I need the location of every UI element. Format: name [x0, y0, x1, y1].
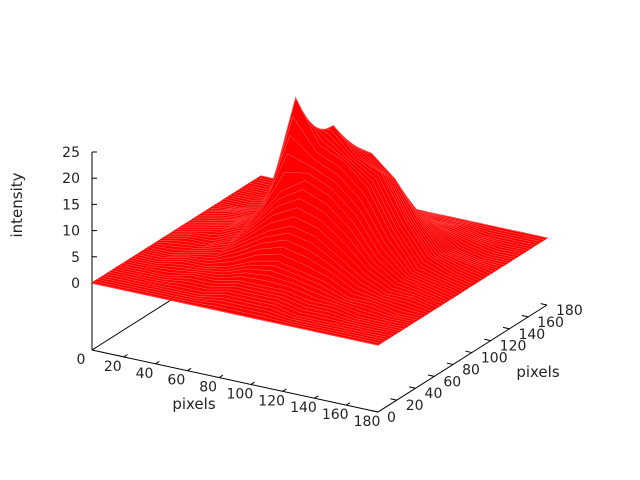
surface-mesh-line — [156, 198, 443, 305]
x-tick — [218, 374, 224, 378]
surface-mesh-line — [94, 281, 381, 344]
y-tick — [540, 303, 548, 306]
surface-mesh-line — [153, 207, 441, 306]
y-tick — [465, 350, 472, 354]
surface-mesh-line — [182, 113, 469, 289]
y-tick-label: 0 — [387, 410, 396, 426]
surface-mesh-line — [128, 259, 415, 322]
y-tick-label: 160 — [537, 315, 564, 331]
y-axis-line — [377, 304, 548, 413]
y-tick — [502, 326, 510, 330]
x-tick-label: 160 — [322, 407, 349, 423]
surface-mesh-line — [106, 273, 393, 337]
tick-labels: 0 20 40 60 80 100 120 140 160 180 0204060801001201… — [62, 145, 583, 430]
y-tick — [427, 374, 435, 377]
z-tick-label: 5 — [71, 250, 80, 266]
surface-mesh-line — [145, 232, 432, 312]
surface-mesh-line — [170, 134, 457, 296]
x-tick-label: 60 — [167, 373, 185, 389]
surface-mesh-line — [184, 120, 471, 287]
surface-mesh-line — [187, 128, 474, 285]
x-tick — [155, 360, 160, 365]
surface-mesh-line — [148, 225, 435, 310]
surface-mesh-line — [134, 256, 421, 319]
surface-mesh-line — [165, 172, 452, 299]
x-tick — [377, 409, 383, 413]
surface-mesh-line — [137, 253, 424, 317]
surface-mesh-line — [162, 180, 449, 301]
surface-mesh-line — [142, 239, 429, 314]
x-tick — [282, 388, 287, 392]
y-tick-label: 100 — [481, 351, 508, 367]
surface-mesh-line — [151, 216, 438, 308]
y-tick-label: 140 — [518, 327, 545, 343]
x-tick — [123, 354, 128, 358]
surface — [90, 96, 549, 346]
y-tick-label: 80 — [462, 362, 480, 378]
x-tick-label: 40 — [136, 366, 154, 382]
x-tick — [345, 402, 351, 406]
y-tick-label: 20 — [406, 398, 424, 414]
surface-mesh-line — [190, 125, 477, 283]
x-tick-label: 80 — [199, 380, 217, 396]
z-tick-label: 0 — [71, 276, 80, 292]
z-axis-label: intensity — [8, 172, 26, 237]
surface-mesh-line — [122, 263, 410, 326]
surface-mesh-line — [111, 270, 398, 333]
x-tick-label: 140 — [290, 400, 317, 416]
surface-mesh-line — [117, 266, 404, 330]
surface-mesh-line — [114, 268, 401, 331]
z-tick-label: 15 — [62, 197, 80, 213]
surface-mesh-line — [179, 105, 466, 290]
surface-mesh-line — [168, 153, 455, 298]
surface-mesh-line — [131, 257, 418, 321]
y-tick-label: 120 — [500, 339, 527, 355]
x-tick-label: 120 — [258, 393, 285, 409]
surface-mesh-line — [120, 265, 407, 328]
y-tick — [371, 410, 379, 413]
y-tick — [446, 362, 454, 365]
y-tick — [521, 315, 529, 318]
surface-mesh-line — [97, 279, 384, 342]
surface-mesh-line — [100, 277, 387, 340]
x-tick-label: 0 — [77, 352, 86, 368]
y-tick — [409, 386, 416, 389]
y-tick — [484, 338, 491, 342]
x-tick-label: 20 — [104, 359, 122, 375]
x-tick — [187, 367, 192, 372]
x-tick — [314, 395, 319, 399]
surface-mesh-line — [103, 275, 390, 339]
x-tick-label: 180 — [354, 414, 381, 430]
x-tick — [91, 347, 97, 351]
x-axis-label: pixels — [172, 395, 216, 413]
z-tick-label: 20 — [62, 171, 80, 187]
z-tick-label: 25 — [62, 145, 80, 161]
z-tick-label: 10 — [62, 224, 80, 240]
surface-mesh-line — [108, 272, 395, 335]
surface-mesh-line — [139, 246, 426, 315]
surface-mesh-line — [173, 116, 460, 294]
x-tick-label: 100 — [227, 386, 254, 402]
y-tick-label: 40 — [425, 386, 443, 402]
y-tick-label: 180 — [556, 303, 583, 319]
surface-mesh-line — [125, 261, 412, 324]
y-tick-label: 60 — [443, 374, 461, 390]
surface-mesh-line — [159, 189, 446, 303]
x-axis-line — [91, 349, 379, 413]
surface-mesh-line — [91, 282, 379, 346]
surface-mesh-line — [176, 97, 463, 292]
y-axis-label: pixels — [516, 363, 560, 381]
y-tick — [390, 398, 397, 401]
x-tick — [250, 381, 255, 385]
